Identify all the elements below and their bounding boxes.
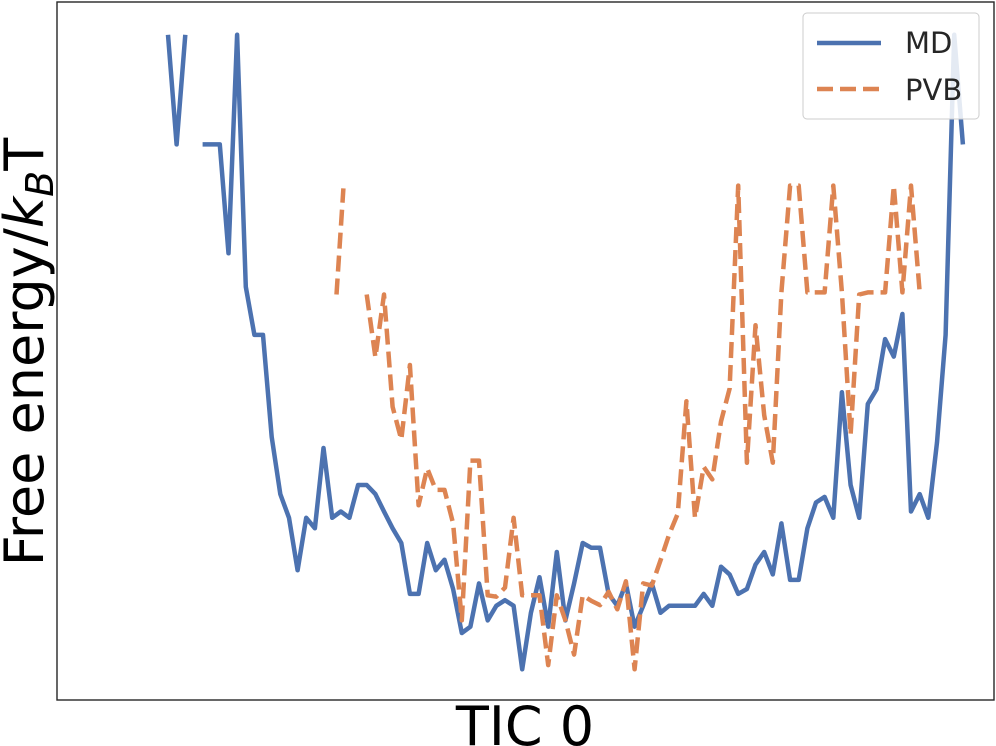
y-axis-label-sub: B bbox=[18, 171, 62, 197]
y-axis-label-k: k bbox=[0, 194, 56, 228]
series-pvb-line-segment-1 bbox=[364, 183, 922, 672]
legend-pvb-label: PVB bbox=[905, 73, 962, 107]
series-md-line-segment-0 bbox=[165, 34, 188, 147]
y-axis-label: Free energy/kBT bbox=[0, 137, 62, 566]
y-axis-label-main: Free energy/ bbox=[0, 227, 56, 566]
legend-md-label: MD bbox=[905, 26, 952, 60]
series-lines bbox=[165, 32, 966, 672]
x-axis-label: TIC 0 bbox=[455, 695, 594, 746]
legend-box bbox=[802, 12, 980, 120]
series-md-line-segment-1 bbox=[202, 32, 966, 672]
y-axis-label-t: T bbox=[0, 137, 56, 172]
legend: MD PVB bbox=[802, 12, 980, 120]
series-pvb-line-segment-0 bbox=[334, 188, 346, 295]
